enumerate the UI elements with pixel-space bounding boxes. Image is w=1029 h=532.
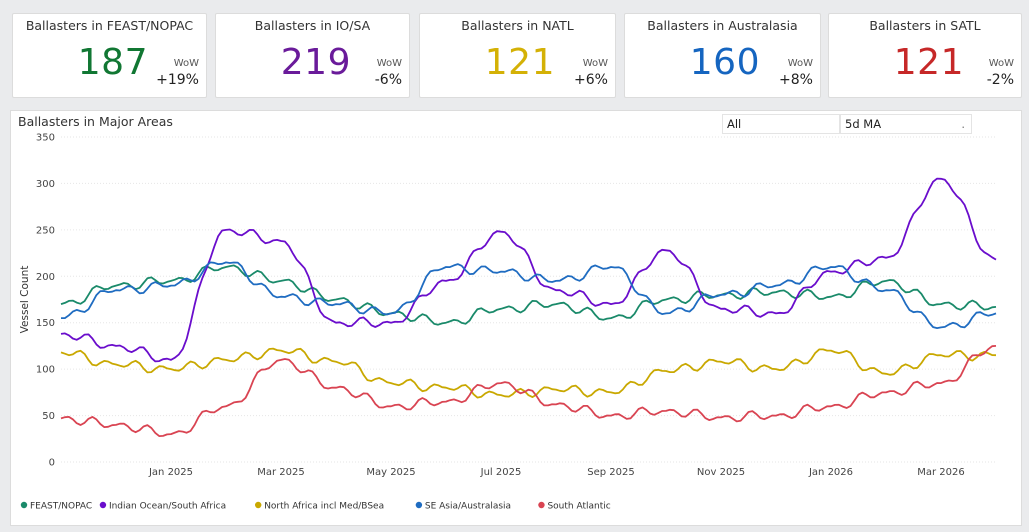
y-tick-label: 150 (36, 318, 55, 329)
x-tick-label: Jan 2025 (148, 467, 193, 478)
legend-label: North Africa incl Med/BSea (264, 502, 384, 512)
legend-marker (538, 501, 545, 509)
legend-label: South Atlantic (547, 502, 610, 512)
kpi-wow-label: WoW (988, 58, 1014, 69)
kpi-title: Ballasters in IO/SA (254, 18, 371, 33)
y-tick-label: 0 (49, 458, 55, 469)
chart-panel: 0 50 100 150 200 250 300 350 Vessel Count Jan 202… (10, 110, 1022, 526)
kpi-card-satl: Ballasters in SATL 121 WoW -2% (828, 13, 1022, 98)
x-tick-label: Mar 2025 (257, 467, 305, 478)
legend-marker (99, 501, 107, 509)
kpi-wow-label: WoW (376, 58, 402, 69)
series-line-indian-ocean-south-africa (60, 177, 997, 363)
series-line-south-atlantic (60, 345, 997, 437)
y-tick-label: 50 (42, 411, 55, 422)
kpi-wow-change: +19% (156, 72, 199, 88)
legend-label: Indian Ocean/South Africa (109, 502, 226, 512)
legend-marker (415, 501, 423, 509)
kpi-wow-label: WoW (787, 58, 813, 69)
kpi-value: 160 (689, 42, 760, 83)
chart-title: Ballasters in Major Areas (18, 114, 173, 129)
kpi-value: 121 (484, 42, 555, 83)
series-line-feast-nopac (60, 264, 997, 326)
line-chart: 0 50 100 150 200 250 300 350 Vessel Count Jan 202… (19, 133, 997, 512)
y-tick-label: 200 (36, 272, 55, 283)
kpi-wow-change: +8% (779, 72, 813, 88)
kpi-wow-change: +6% (574, 72, 608, 88)
kpi-wow-label: WoW (173, 58, 199, 69)
y-tick-label: 250 (36, 225, 55, 236)
smoothing-filter-label: 5d MA (845, 117, 882, 131)
kpi-wow-label: WoW (582, 58, 608, 69)
kpi-wow-change: -2% (986, 72, 1014, 88)
x-tick-label: Jul 2025 (480, 467, 522, 478)
x-tick-label: Mar 2026 (917, 467, 965, 478)
kpi-value: 187 (77, 42, 148, 83)
kpi-title: Ballasters in NATL (461, 18, 574, 33)
y-axis-label: Vessel Count (19, 266, 31, 334)
x-tick-label: Jan 2026 (808, 467, 853, 478)
kpi-value: 121 (893, 42, 964, 83)
x-tick-label: Nov 2025 (697, 467, 745, 478)
kpi-card-australasia: Ballasters in Australasia 160 WoW +8% (624, 13, 821, 98)
y-tick-label: 100 (36, 365, 55, 376)
legend-label: FEAST/NOPAC (30, 502, 92, 512)
y-tick-label: 350 (36, 133, 55, 144)
kpi-value: 219 (280, 42, 351, 83)
legend-marker (255, 501, 262, 509)
kpi-card-io-sa: Ballasters in IO/SA 219 WoW -6% (215, 13, 410, 98)
kpi-card-feast-nopac: Ballasters in FEAST/NOPAC 187 WoW +19% (12, 13, 207, 98)
x-tick-label: May 2025 (366, 467, 415, 478)
filter-extra-mark: . (961, 117, 965, 131)
y-tick-label: 300 (36, 179, 55, 190)
legend-label: SE Asia/Australasia (425, 502, 511, 512)
smoothing-filter-dropdown[interactable]: 5d MA . (840, 114, 972, 134)
region-filter-dropdown[interactable]: All (722, 114, 840, 134)
kpi-card-natl: Ballasters in NATL 121 WoW +6% (419, 13, 616, 98)
legend-marker (20, 501, 28, 509)
kpi-title: Ballasters in SATL (869, 18, 981, 33)
series-line-north-africa-incl-med-bsea (60, 347, 997, 399)
kpi-wow-change: -6% (374, 72, 402, 88)
kpi-title: Ballasters in FEAST/NOPAC (25, 18, 194, 33)
x-tick-label: Sep 2025 (587, 467, 634, 478)
kpi-title: Ballasters in Australasia (647, 18, 798, 33)
series-line-se-asia-australasia (61, 261, 997, 329)
